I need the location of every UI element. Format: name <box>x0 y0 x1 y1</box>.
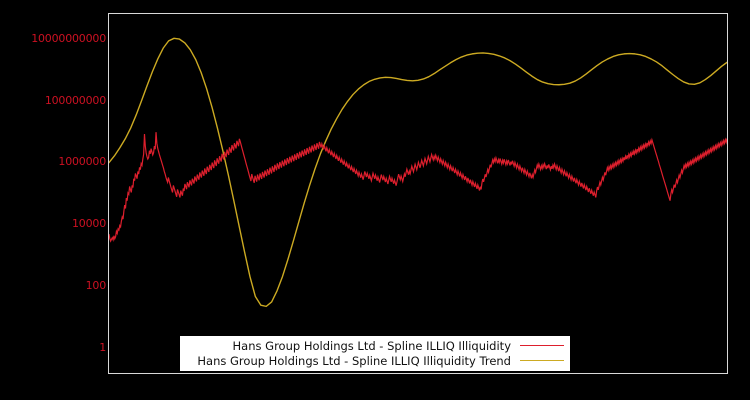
y-tick-label-1: 1 <box>99 341 106 354</box>
y-tick-label-10000000000: 10000000000 <box>31 32 106 45</box>
legend-label-trend: Hans Group Holdings Ltd - Spline ILLIQ I… <box>197 353 511 368</box>
legend-entry-illiquidity: Hans Group Holdings Ltd - Spline ILLIQ I… <box>184 338 566 353</box>
legend-swatch-illiquidity <box>520 345 564 346</box>
plot-area <box>108 13 728 374</box>
illiquidity-line <box>109 132 727 243</box>
y-tick-label-100000000: 100000000 <box>44 94 106 107</box>
legend: Hans Group Holdings Ltd - Spline ILLIQ I… <box>180 336 570 371</box>
y-tick-label-10000: 10000 <box>72 217 106 230</box>
legend-entry-trend: Hans Group Holdings Ltd - Spline ILLIQ I… <box>184 353 566 368</box>
legend-swatch-trend <box>520 360 564 361</box>
trend-line <box>109 37 727 308</box>
y-tick-label-1000000: 1000000 <box>58 155 106 168</box>
series-canvas <box>109 37 727 308</box>
y-tick-label-100: 100 <box>85 279 107 292</box>
legend-label-illiquidity: Hans Group Holdings Ltd - Spline ILLIQ I… <box>232 338 511 353</box>
